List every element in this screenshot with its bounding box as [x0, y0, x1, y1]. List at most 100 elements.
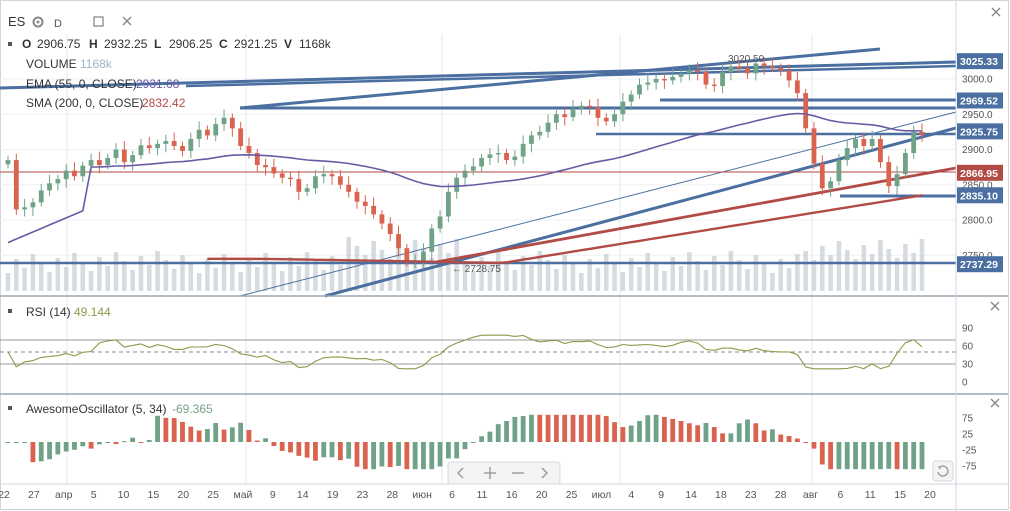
symbol-label[interactable]: ES — [8, 14, 26, 29]
checkbox-icon[interactable] — [93, 16, 104, 27]
candle — [587, 105, 593, 108]
time-tick-label: 23 — [357, 489, 369, 501]
candle — [246, 145, 252, 154]
ao-bar — [470, 442, 476, 443]
ao-marker — [8, 406, 12, 410]
volume-bar — [437, 244, 443, 291]
candle — [304, 188, 310, 192]
trendline[interactable] — [185, 64, 957, 88]
ao-legend-label[interactable]: AwesomeOscillator (5, 34) — [26, 402, 167, 416]
volume-bar — [662, 271, 667, 291]
ao-close-icon[interactable] — [990, 398, 1000, 408]
candle — [138, 145, 144, 156]
ao-bar — [695, 425, 701, 442]
candle — [595, 107, 601, 118]
time-tick-label: июн — [412, 489, 432, 501]
ao-bar — [362, 442, 368, 470]
ohlc-marker — [8, 42, 12, 46]
ao-bar — [55, 442, 61, 455]
candle — [570, 108, 576, 118]
volume-legend-label[interactable]: VOLUME — [26, 57, 77, 71]
price-tag-label: 2925.75 — [960, 126, 998, 138]
candle — [263, 165, 268, 168]
rsi-tick-label: 90 — [962, 324, 974, 335]
candle — [279, 173, 285, 178]
volume-bar — [404, 254, 410, 291]
volume-bar — [795, 254, 800, 291]
trendline[interactable] — [0, 60, 957, 90]
ao-bar — [628, 425, 634, 442]
candle — [362, 201, 368, 206]
volume-bar — [819, 246, 825, 291]
volume-bar — [579, 273, 584, 291]
ao-bar — [288, 442, 293, 453]
ao-bar — [537, 414, 543, 442]
trendline[interactable] — [239, 111, 957, 297]
rsi-tick-label: 60 — [962, 342, 974, 353]
price-annotation: ← 2728.75 — [452, 264, 501, 275]
volume-bar — [213, 268, 219, 291]
candle — [695, 70, 701, 72]
trendline[interactable] — [239, 47, 881, 110]
candle — [288, 177, 293, 180]
volume-bar — [313, 261, 318, 291]
ao-bar — [188, 426, 194, 442]
volume-bar — [620, 272, 626, 291]
time-tick-label: 25 — [207, 489, 219, 501]
ao-bar — [853, 442, 858, 470]
volume-legend-value: 1168k — [80, 57, 113, 71]
ao-bar — [205, 429, 210, 442]
time-tick-label: 6 — [449, 489, 455, 501]
sma-legend-value: 2832.42 — [142, 96, 186, 110]
ao-bar — [321, 442, 327, 458]
volume-bar — [520, 256, 526, 291]
settings-gear-icon[interactable] — [32, 16, 44, 28]
time-tick-label: 20 — [177, 489, 189, 501]
ao-bar — [404, 442, 410, 470]
interval-label[interactable]: D — [54, 18, 62, 30]
zoom-in-icon[interactable] — [484, 467, 496, 479]
price-tag — [957, 123, 1003, 140]
reset-icon[interactable] — [937, 465, 949, 477]
ao-bar — [803, 442, 809, 443]
volume-bar — [869, 254, 875, 291]
candle — [670, 76, 676, 81]
time-tick-label: 4 — [628, 489, 634, 501]
scroll-left-icon[interactable] — [457, 467, 464, 479]
volume-bar — [321, 270, 327, 291]
nav-bar — [447, 461, 561, 485]
time-axis[interactable]: 22 27 апр 5 10 15 20 25 май 9 14 19 23 28 июн 6 11 16 20 25… — [0, 489, 936, 501]
ao-bar — [819, 442, 825, 465]
rsi-close-icon[interactable] — [990, 301, 1000, 311]
ao-bar — [421, 442, 426, 470]
ao-bar — [88, 442, 94, 449]
trendline[interactable] — [324, 126, 957, 298]
price-tag-label: 3025.33 — [960, 56, 998, 68]
reset-button[interactable] — [932, 460, 954, 482]
rsi-line — [7, 334, 923, 370]
candle — [404, 248, 410, 263]
rsi-legend-label[interactable]: RSI (14) — [26, 305, 71, 319]
ohlc-v-value: 1168k — [299, 37, 332, 51]
candle — [271, 167, 277, 174]
ao-bar — [686, 423, 692, 442]
ao-bar — [612, 422, 617, 442]
candle — [371, 205, 376, 215]
time-tick-label: 16 — [506, 489, 518, 501]
scroll-right-icon[interactable] — [541, 467, 548, 479]
candle — [703, 71, 709, 85]
expand-icon[interactable] — [991, 7, 1001, 17]
sma-legend-label[interactable]: SMA (200, 0, CLOSE) — [26, 96, 143, 110]
candle — [786, 70, 792, 81]
ohlc-o-value: 2906.75 — [37, 37, 81, 51]
ao-bar — [229, 427, 235, 442]
trendline[interactable] — [435, 166, 957, 264]
close-icon[interactable] — [122, 16, 132, 26]
price-tag — [957, 53, 1003, 70]
ema-line — [7, 112, 923, 244]
candle — [662, 79, 667, 81]
ema-legend-label[interactable]: EMA (55, 0, CLOSE) — [26, 77, 137, 91]
ao-bar — [337, 442, 343, 461]
ao-bar — [711, 427, 717, 442]
ao-bar — [296, 442, 302, 456]
